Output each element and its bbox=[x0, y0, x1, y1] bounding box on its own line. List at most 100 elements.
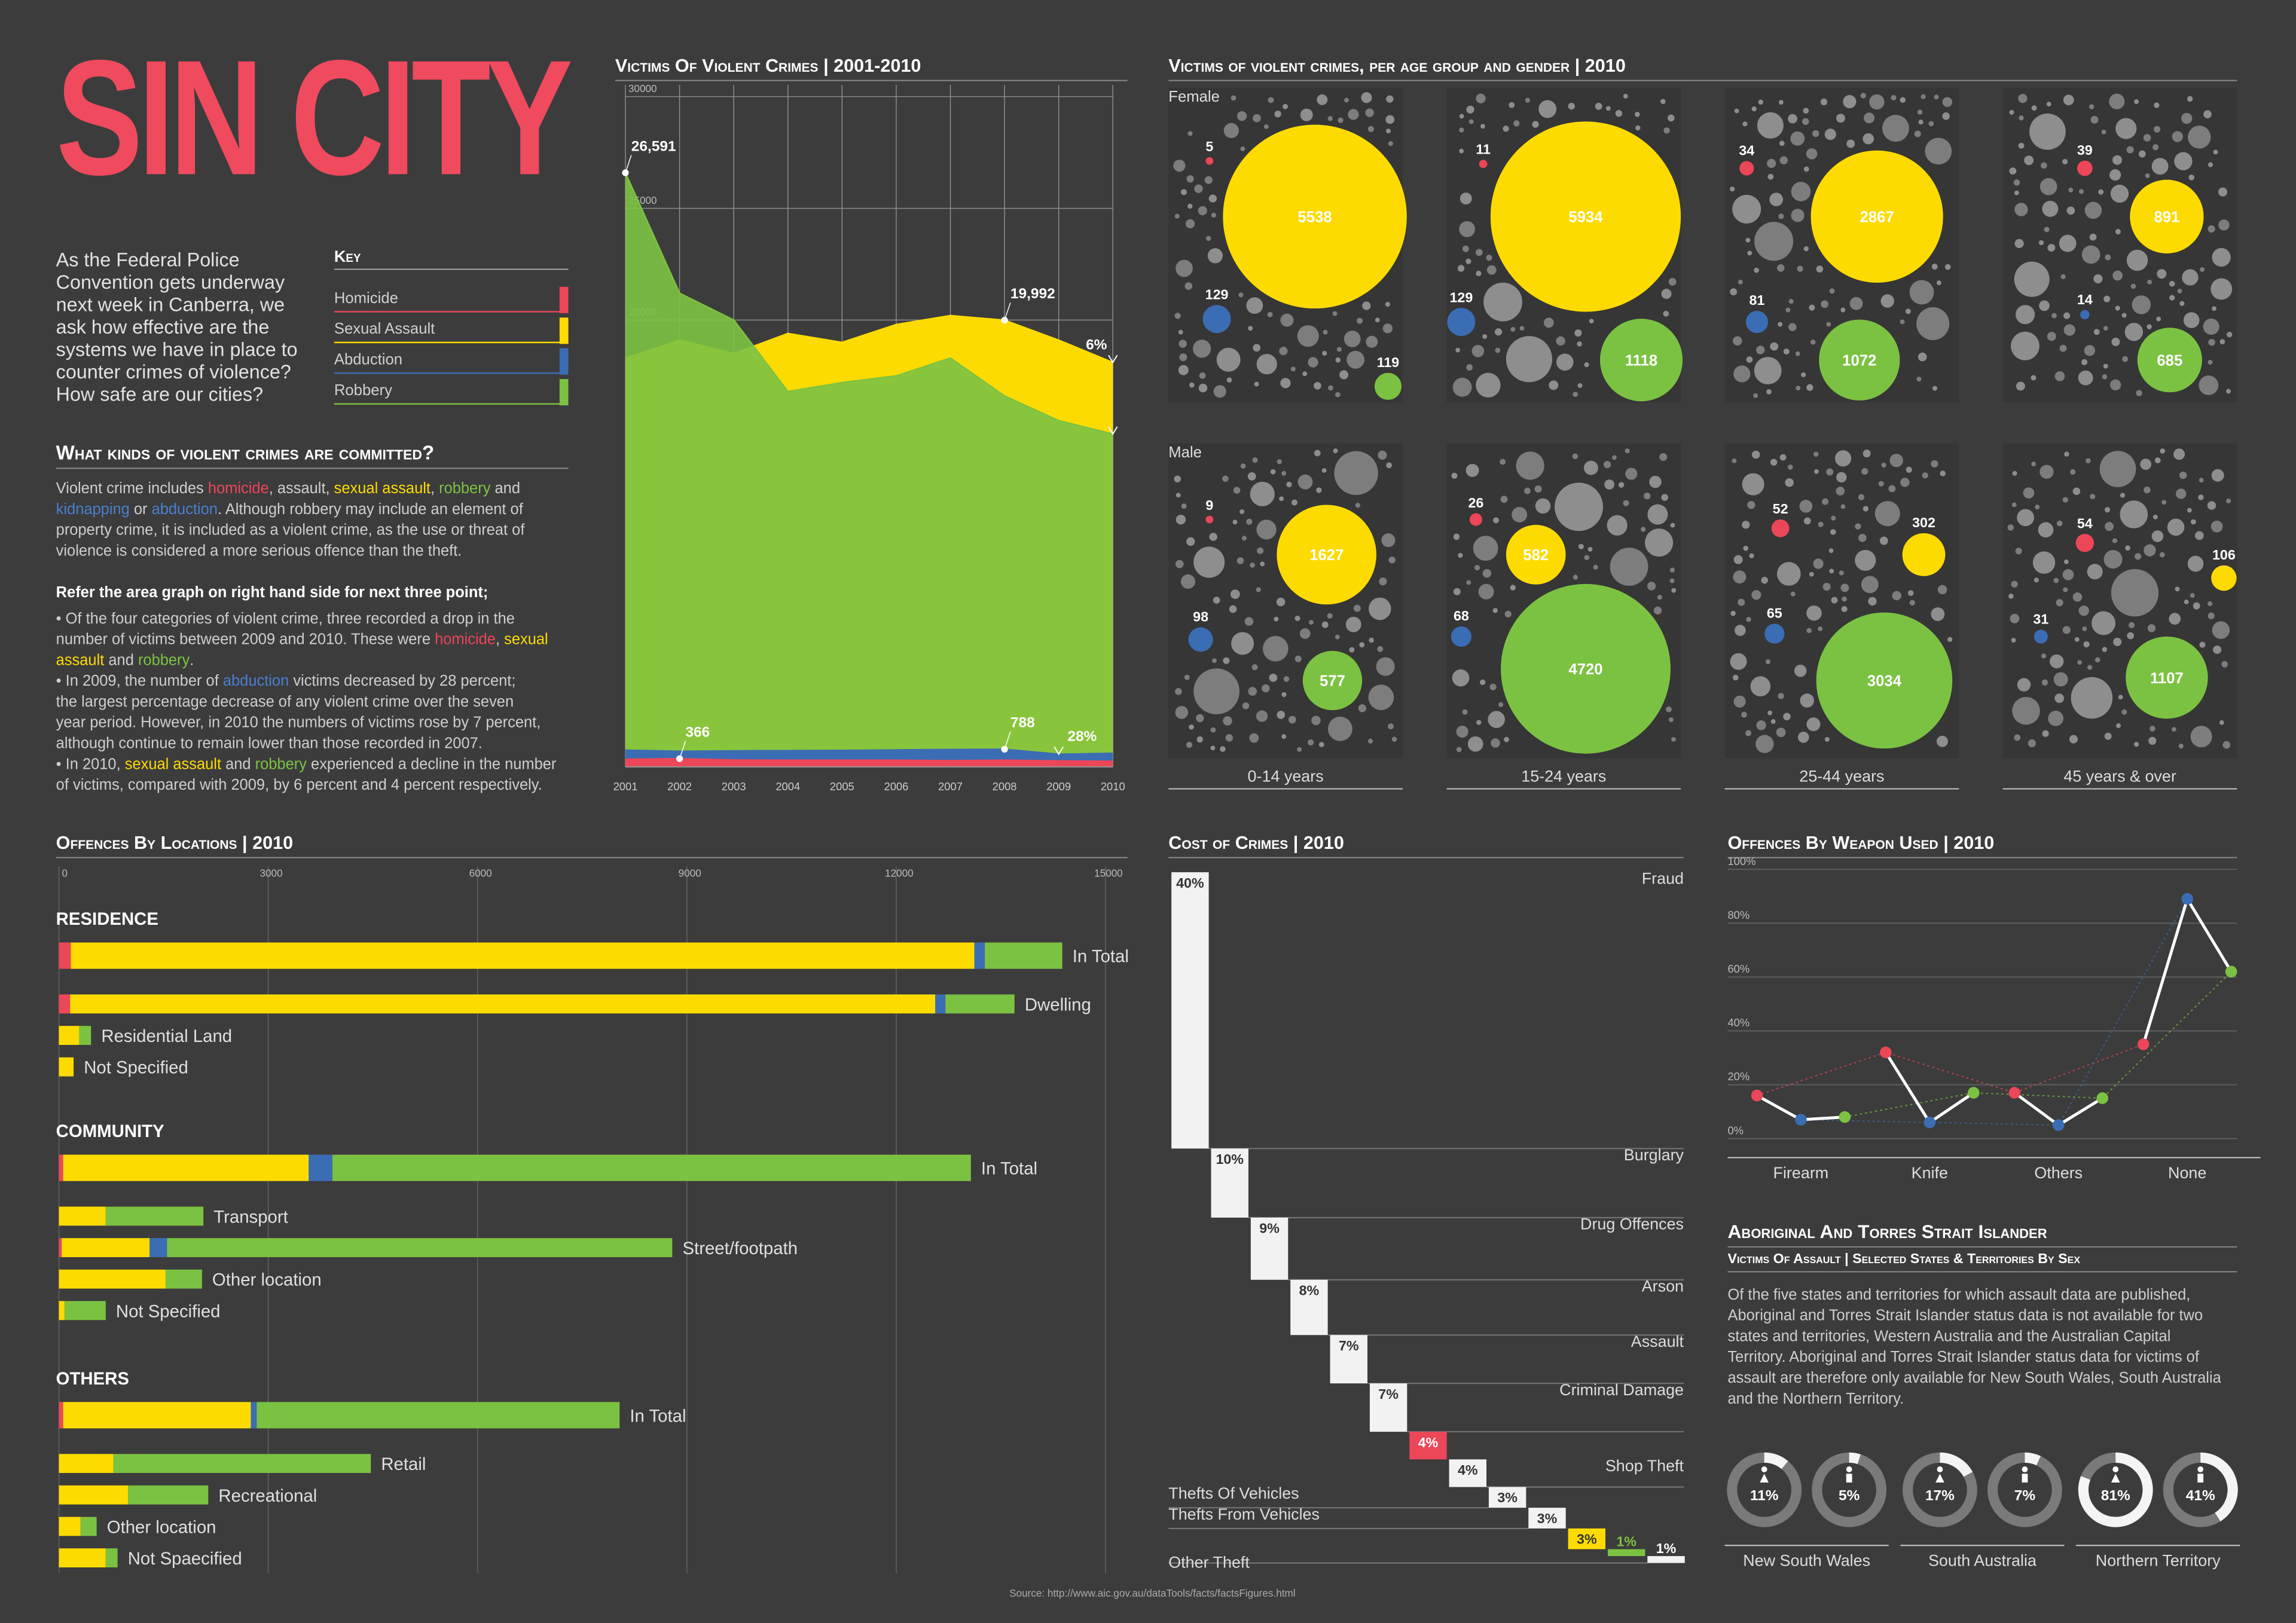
text-line: of victims, compared with 2009, by 6 per… bbox=[56, 777, 542, 793]
decor-circle bbox=[1486, 255, 1492, 261]
decor-circle bbox=[2048, 710, 2064, 726]
decor-circle bbox=[2062, 626, 2071, 634]
decor-circle bbox=[1253, 344, 1261, 352]
decor-circle bbox=[1788, 114, 1797, 124]
decor-circle bbox=[2187, 508, 2192, 513]
decor-circle bbox=[1932, 386, 1938, 391]
category-label: Other Theft bbox=[1168, 1554, 1250, 1572]
decor-circle bbox=[1476, 270, 1482, 277]
decor-circle bbox=[1625, 467, 1638, 480]
decor-circle bbox=[1359, 642, 1365, 648]
decor-circle bbox=[2087, 665, 2093, 670]
decor-circle bbox=[1778, 322, 1783, 327]
decor-circle bbox=[1251, 664, 1258, 671]
decor-circle bbox=[1820, 98, 1828, 106]
text-run: number of victims between 2009 and 2010.… bbox=[56, 631, 435, 648]
decor-circle bbox=[1199, 372, 1206, 379]
decor-circle bbox=[1874, 501, 1900, 527]
text-run: property crime, it is included as a viol… bbox=[56, 522, 526, 539]
decor-circle bbox=[1931, 264, 1938, 270]
decor-circle bbox=[1459, 127, 1464, 133]
decor-circle bbox=[1225, 734, 1234, 742]
decor-circle bbox=[1248, 687, 1257, 696]
decor-circle bbox=[1386, 95, 1394, 103]
decor-circle bbox=[1369, 597, 1391, 621]
decor-circle bbox=[2208, 162, 2213, 167]
decor-circle bbox=[1900, 478, 1910, 487]
decor-circle bbox=[1482, 334, 1488, 339]
section-title: What kinds of violent crimes are committ… bbox=[56, 442, 434, 464]
text-run: year period. However, in 2010 the number… bbox=[56, 714, 541, 731]
decor-circle bbox=[1367, 738, 1373, 744]
decor-circle bbox=[1286, 481, 1292, 488]
decor-circle bbox=[2208, 601, 2213, 606]
decor-circle bbox=[1767, 173, 1774, 180]
decor-circle bbox=[1503, 126, 1509, 132]
donut-label: 7% bbox=[2014, 1487, 2036, 1503]
decor-circle bbox=[1274, 111, 1281, 118]
bubble bbox=[1819, 319, 1900, 401]
decor-circle bbox=[1208, 194, 1217, 203]
decor-circle bbox=[2134, 553, 2142, 560]
decor-circle bbox=[1891, 94, 1897, 100]
decor-circle bbox=[1888, 485, 1896, 493]
point bbox=[2008, 1087, 2021, 1099]
decor-circle bbox=[1730, 610, 1736, 616]
decor-circle bbox=[1187, 131, 1193, 136]
text-run: . bbox=[190, 652, 194, 668]
bar-segment bbox=[64, 1301, 106, 1321]
decor-circle bbox=[1386, 129, 1391, 134]
decor-circle bbox=[1198, 383, 1208, 393]
decor-circle bbox=[2183, 312, 2200, 328]
decor-circle bbox=[1747, 500, 1755, 509]
decor-circle bbox=[1668, 277, 1677, 286]
decor-circle bbox=[1860, 93, 1867, 99]
decor-circle bbox=[1947, 637, 1953, 642]
legend-swatch bbox=[559, 379, 569, 406]
decor-circle bbox=[1733, 555, 1743, 564]
decor-circle bbox=[2068, 187, 2074, 192]
y-tick-label: 0% bbox=[1727, 1124, 1744, 1136]
decor-circle bbox=[1500, 459, 1506, 465]
decor-circle bbox=[1174, 313, 1181, 319]
bar bbox=[1449, 1459, 1487, 1487]
decor-circle bbox=[1254, 381, 1259, 387]
decor-circle bbox=[1556, 353, 1574, 371]
text-line: violence is considered a more serious of… bbox=[56, 542, 462, 559]
decor-circle bbox=[2103, 326, 2108, 331]
bubble-label: 26 bbox=[1468, 495, 1483, 511]
icon-head bbox=[1761, 1466, 1767, 1472]
decor-circle bbox=[2090, 115, 2099, 124]
x-tick-label: 15000 bbox=[1094, 867, 1123, 879]
decor-circle bbox=[1800, 693, 1814, 708]
bar-segment bbox=[80, 1517, 97, 1536]
bubble bbox=[1599, 319, 1683, 402]
paragraph-line: Territory. Aboriginal and Torres Strait … bbox=[1727, 1349, 2199, 1365]
y-tick-label: 30000 bbox=[628, 82, 657, 94]
decor-circle bbox=[2046, 102, 2051, 107]
value-label: 788 bbox=[1010, 715, 1035, 731]
decor-circle bbox=[1495, 347, 1501, 353]
decor-circle bbox=[2093, 329, 2100, 335]
decor-circle bbox=[1732, 458, 1737, 463]
decor-circle bbox=[1451, 472, 1458, 479]
decor-circle bbox=[1647, 582, 1656, 591]
decor-circle bbox=[1247, 472, 1256, 481]
decor-circle bbox=[2203, 110, 2212, 119]
legend-swatch bbox=[559, 286, 569, 313]
bar bbox=[1171, 872, 1209, 1149]
decor-circle bbox=[1855, 549, 1876, 571]
decor-circle bbox=[2102, 647, 2108, 652]
decor-circle bbox=[2070, 469, 2076, 475]
bubble-label: 685 bbox=[2157, 353, 2182, 369]
decor-circle bbox=[1868, 597, 1877, 606]
decor-circle bbox=[1623, 500, 1629, 506]
decor-circle bbox=[1262, 635, 1289, 662]
decor-circle bbox=[1934, 94, 1939, 100]
donut-arc bbox=[2024, 1452, 2041, 1466]
bubble bbox=[1810, 150, 1943, 283]
category-label: New South Wales bbox=[1743, 1552, 1870, 1570]
decor-circle bbox=[1276, 597, 1286, 607]
icon-body bbox=[1846, 1474, 1852, 1483]
decor-circle bbox=[1578, 543, 1584, 549]
